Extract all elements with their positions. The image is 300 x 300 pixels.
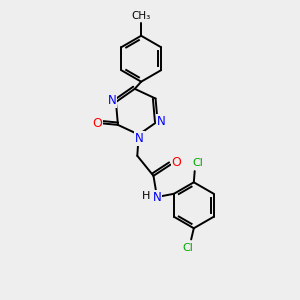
Text: H: H: [142, 191, 150, 201]
Text: N: N: [153, 190, 161, 203]
Text: N: N: [157, 115, 166, 128]
Text: N: N: [135, 132, 144, 145]
Text: O: O: [172, 156, 182, 169]
Text: Cl: Cl: [182, 243, 194, 253]
Text: CH₃: CH₃: [131, 11, 151, 21]
Text: O: O: [92, 117, 102, 130]
Text: Cl: Cl: [192, 158, 203, 168]
Text: N: N: [108, 94, 116, 107]
